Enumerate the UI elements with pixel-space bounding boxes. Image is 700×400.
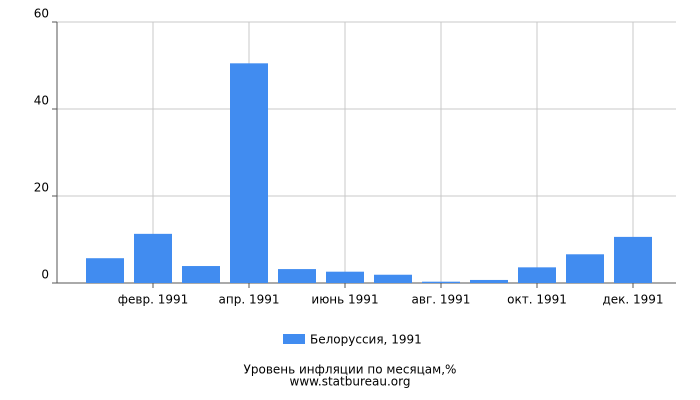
chart-source: www.statbureau.org: [290, 375, 411, 389]
bar: [422, 281, 460, 283]
y-tick-label: 40: [34, 94, 49, 108]
bar: [470, 279, 508, 283]
bar: [182, 266, 220, 283]
x-tick-label: апр. 1991: [219, 293, 280, 307]
x-tick-label: февр. 1991: [118, 293, 189, 307]
bar: [230, 63, 268, 284]
legend-swatch: [283, 334, 305, 344]
bar: [326, 271, 364, 283]
y-tick-label: 0: [41, 268, 49, 282]
bar: [614, 236, 652, 283]
x-tick-label: окт. 1991: [507, 293, 567, 307]
bar: [566, 254, 604, 283]
y-tick-label: 60: [34, 7, 49, 21]
legend-label: Белоруссия, 1991: [310, 333, 422, 347]
bar: [278, 269, 316, 283]
bar: [374, 274, 412, 283]
x-tick-label: дек. 1991: [602, 293, 663, 307]
bar: [134, 233, 172, 283]
y-tick-label: 20: [34, 181, 49, 195]
x-tick-label: авг. 1991: [412, 293, 471, 307]
x-tick-label: июнь 1991: [311, 293, 378, 307]
chart-caption: Уровень инфляции по месяцам,%: [244, 363, 457, 377]
bar: [518, 267, 556, 283]
bar: [86, 258, 124, 283]
